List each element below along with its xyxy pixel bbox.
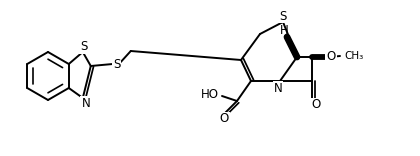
Text: N: N [273,81,282,95]
Text: CH₃: CH₃ [344,51,363,61]
Text: N: N [81,97,90,110]
Text: S: S [113,58,121,71]
Text: H: H [280,24,289,37]
Text: O: O [219,112,228,125]
Text: S: S [279,10,287,22]
Text: O: O [311,98,320,112]
Text: HO: HO [201,88,219,100]
Text: S: S [80,41,87,54]
Text: O: O [326,49,336,63]
